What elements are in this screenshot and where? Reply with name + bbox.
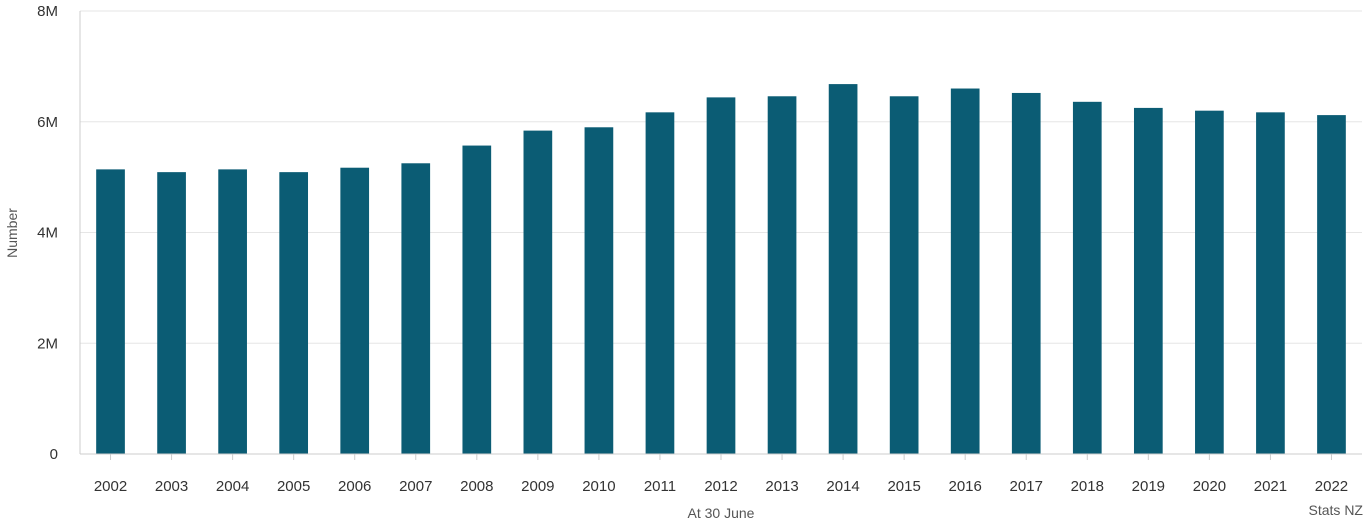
x-tick-label: 2003 [155, 478, 188, 495]
x-tick-label: 2018 [1071, 478, 1104, 495]
x-tick-label: 2010 [582, 478, 615, 495]
y-tick-label: 6M [37, 114, 58, 131]
bar [340, 167, 370, 454]
bar [767, 96, 797, 454]
x-tick-label: 2009 [521, 478, 554, 495]
bar [279, 172, 309, 455]
y-tick-label: 4M [37, 225, 58, 242]
bar [889, 96, 919, 454]
bar [96, 169, 125, 454]
x-tick-label: 2015 [887, 478, 920, 495]
x-axis-ticks: 2002 2003 2004 2005 2006 2007 2008 2009 2010 2011… [94, 454, 1348, 495]
x-tick-label: 2012 [704, 478, 737, 495]
bar [1011, 92, 1041, 454]
bar [950, 88, 980, 455]
x-tick-label: 2008 [460, 478, 493, 495]
x-tick-label: 2020 [1193, 478, 1226, 495]
bar [1072, 101, 1102, 454]
bar [401, 163, 431, 454]
x-tick-label: 2019 [1132, 478, 1165, 495]
x-tick-label: 2013 [765, 478, 798, 495]
x-tick-label: 2017 [1010, 478, 1043, 495]
x-tick-label: 2014 [826, 478, 859, 495]
y-axis-ticks: 0 2M 4M 6M 8M [37, 3, 58, 463]
x-tick-label: 2007 [399, 478, 432, 495]
x-tick-label: 2021 [1254, 478, 1287, 495]
y-tick-label: 2M [37, 335, 58, 352]
bar [1133, 107, 1163, 454]
bar [706, 97, 736, 454]
bar [462, 145, 492, 454]
x-tick-label: 2004 [216, 478, 249, 495]
y-tick-label: 0 [50, 446, 58, 463]
chart-credit: Stats NZ [1309, 502, 1364, 518]
bar [218, 169, 247, 454]
x-tick-label: 2011 [644, 478, 676, 495]
bar [523, 130, 553, 455]
bar [645, 112, 675, 455]
x-tick-label: 2002 [94, 478, 127, 495]
bar [157, 172, 186, 455]
bar [1256, 112, 1285, 455]
x-tick-label: 2022 [1315, 478, 1348, 495]
bar [828, 84, 858, 454]
x-tick-label: 2006 [338, 478, 371, 495]
bar [1317, 115, 1346, 454]
x-tick-label: 2016 [949, 478, 982, 495]
y-tick-label: 8M [37, 3, 58, 20]
bars [96, 84, 1346, 455]
bar [1195, 110, 1224, 455]
x-tick-label: 2005 [277, 478, 310, 495]
y-axis-title: Number [4, 208, 20, 258]
x-axis-title: At 30 June [688, 505, 755, 521]
bar [584, 127, 614, 454]
